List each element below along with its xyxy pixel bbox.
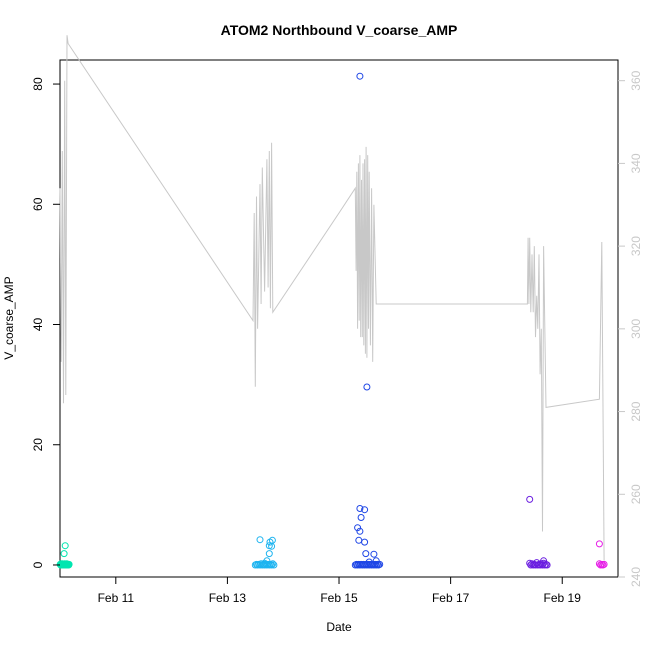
x-axis: Feb 11 Feb 13 Feb 15 Feb 17 Feb 19 bbox=[98, 576, 582, 605]
x-tick-label: Feb 15 bbox=[320, 591, 358, 605]
data-point bbox=[540, 557, 548, 565]
y-tick-label: 80 bbox=[31, 77, 45, 91]
y2-tick-label: 320 bbox=[629, 236, 643, 256]
secondary-series-line bbox=[59, 35, 605, 561]
data-point bbox=[61, 542, 69, 550]
data-point bbox=[363, 383, 371, 391]
data-point bbox=[543, 561, 551, 569]
data-point bbox=[527, 561, 535, 569]
data-point bbox=[595, 540, 603, 548]
data-point bbox=[362, 550, 370, 558]
x-tick-label: Feb 11 bbox=[98, 591, 135, 605]
data-point bbox=[268, 561, 276, 569]
data-point bbox=[356, 72, 364, 80]
data-point bbox=[355, 536, 363, 544]
data-point bbox=[265, 550, 273, 558]
data-point bbox=[269, 560, 277, 568]
secondary-line-layer bbox=[59, 35, 605, 561]
y2-tick-label: 280 bbox=[629, 401, 643, 421]
data-point bbox=[361, 506, 369, 514]
y2-tick-label: 360 bbox=[629, 70, 643, 90]
y2-tick-label: 260 bbox=[629, 484, 643, 504]
y2-tick-label: 240 bbox=[629, 567, 643, 587]
plot-frame bbox=[59, 59, 619, 578]
data-point bbox=[356, 505, 364, 512]
y-tick-label: 0 bbox=[31, 561, 45, 568]
data-point bbox=[361, 538, 369, 546]
data-point bbox=[268, 542, 276, 550]
y-axis-label: V_coarse_AMP bbox=[2, 276, 16, 359]
y-axis-left: 0 20 40 60 80 bbox=[31, 77, 60, 568]
data-point bbox=[540, 559, 548, 567]
y2-tick-label: 300 bbox=[629, 319, 643, 339]
data-point bbox=[60, 550, 68, 558]
x-tick-label: Feb 17 bbox=[432, 591, 470, 605]
data-point bbox=[372, 557, 380, 565]
data-point bbox=[270, 561, 278, 569]
x-tick-label: Feb 19 bbox=[544, 591, 582, 605]
points-layer bbox=[56, 72, 608, 569]
data-point bbox=[600, 560, 608, 568]
y2-tick-label: 340 bbox=[629, 153, 643, 173]
data-point bbox=[370, 550, 378, 558]
data-point bbox=[263, 557, 271, 565]
chart-title: ATOM2 Northbound V_coarse_AMP bbox=[221, 22, 458, 38]
data-point bbox=[539, 561, 546, 569]
x-axis-label: Date bbox=[326, 620, 352, 634]
data-point bbox=[356, 527, 364, 535]
y-tick-label: 20 bbox=[31, 438, 45, 452]
data-point bbox=[261, 559, 269, 567]
data-point bbox=[65, 560, 73, 568]
data-point bbox=[376, 560, 384, 568]
x-tick-label: Feb 13 bbox=[209, 591, 247, 605]
data-point bbox=[357, 514, 365, 521]
y-axis-right: 240 260 280 300 320 340 360 bbox=[618, 70, 643, 587]
data-point bbox=[256, 536, 264, 544]
y-tick-label: 40 bbox=[31, 318, 45, 332]
data-point bbox=[354, 524, 362, 532]
y-tick-label: 60 bbox=[31, 197, 45, 211]
data-point bbox=[526, 495, 534, 503]
